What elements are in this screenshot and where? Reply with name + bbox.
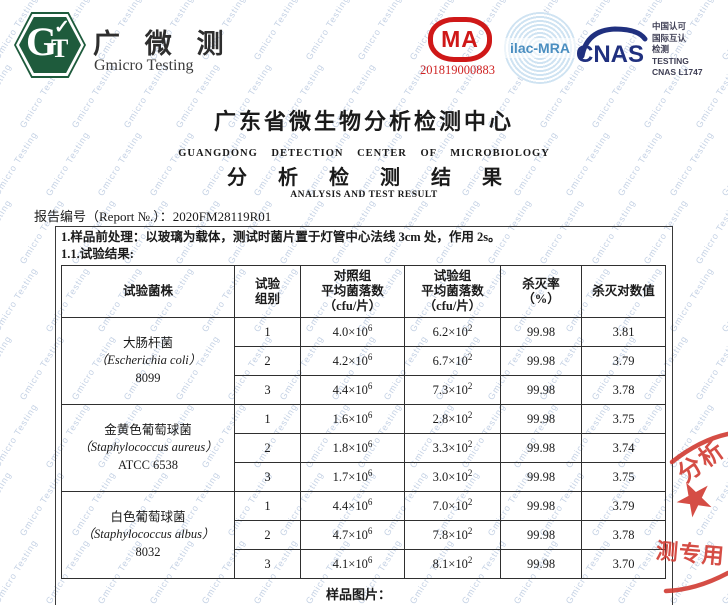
cma-label: MA [441,26,479,52]
cnas-accreditation-text: 中国认可 国际互认 检测 TESTING CNAS L1747 [652,21,703,77]
col-kill-rate: 杀灭率 （%） [500,265,582,318]
pretreatment-note: 1.样品前处理：以玻璃为载体，测试时菌片置于灯管中心法线 3cm 处，作用 2s… [61,230,501,244]
strain-salbus: 白色葡萄球菌 （Staphylococcus albus） 8032 [61,491,235,579]
table-header-row: 试验菌株 试验 组别 对照组 平均菌落数 （cfu/片） 试验组 平均菌落 [61,265,666,318]
sample-picture-label: 样品图片： [326,587,392,602]
checkmark-icon: ✓ [54,17,70,38]
strain-saureus: 金黄色葡萄球菌 （Staphylococcus aureus） ATCC 653… [61,404,235,492]
gmicro-logo: G ✓ T [14,12,86,78]
col-group: 试验 组别 [234,265,301,318]
ilac-mra-seal-icon: ilac-MRA [502,12,578,84]
table-row: 3 1.7×106 3.0×102 99.98 3.75 [62,462,666,492]
results-table: 试验菌株 试验 组别 对照组 平均菌落数 （cfu/片） 试验组 平均菌落 [61,265,666,579]
seal-text-top: 分析 [673,436,728,489]
center-title-en: GUANGDONG DETECTION CENTER OF MICROBIOLO… [178,148,550,159]
col-log-value: 杀灭对数值 [581,265,666,318]
table-row: 金黄色葡萄球菌 （Staphylococcus aureus） ATCC 653… [61,404,666,492]
center-title-cn: 广东省微生物分析检测中心 [213,109,514,134]
table-row: 2 4.7×106 7.8×102 99.98 3.78 [62,520,666,550]
cma-number: 201819000883 [420,63,495,77]
table-row: 3 4.1×106 8.1×102 99.98 3.70 [62,549,666,579]
results-box: 1.样品前处理：以玻璃为载体，测试时菌片置于灯管中心法线 3cm 处，作用 2s… [55,226,673,605]
logo-letter-t: T [51,34,69,63]
col-strain: 试验菌株 [61,265,235,318]
result-title-en: ANALYSIS AND TEST RESULT [290,190,438,200]
table-row: 大肠杆菌 （Escherichia coli） 8099 1 4.0×106 6… [61,317,666,405]
report-number-value: 2020FM28119R01 [172,209,272,224]
company-name-en: Gmicro Testing [94,57,194,74]
strain-ecoli: 大肠杆菌 （Escherichia coli） 8099 [61,317,235,405]
cnas-label: CNAS [576,41,644,68]
cma-mark-icon: MA [428,17,492,62]
result-title-cn: 分 析 检 测 结 果 [227,167,515,189]
col-control: 对照组 平均菌落数 （cfu/片） [300,265,405,318]
results-section-label: 1.1.试验结果: [61,247,134,261]
report-number-label: 报告编号（Report №.）： [34,209,173,224]
cnas-logo-icon: CNAS [575,24,649,68]
table-row: 白色葡萄球菌 （Staphylococcus albus） 8032 1 4.4… [61,491,666,579]
seal-star-icon: ★ [665,474,723,524]
table-row: 2 1.8×106 3.3×102 99.98 3.74 [62,433,666,463]
logo-letter-g: G [26,19,58,64]
table-row: 2 4.2×106 6.7×102 99.98 3.79 [62,346,666,376]
company-name-cn: 广 微 测 [93,29,233,59]
ilac-label: ilac-MRA [510,40,570,56]
report-number-line: 报告编号（Report №.）：2020FM28119R01 [34,206,271,225]
col-test: 试验组 平均菌落数 （cfu/片） [404,265,501,318]
